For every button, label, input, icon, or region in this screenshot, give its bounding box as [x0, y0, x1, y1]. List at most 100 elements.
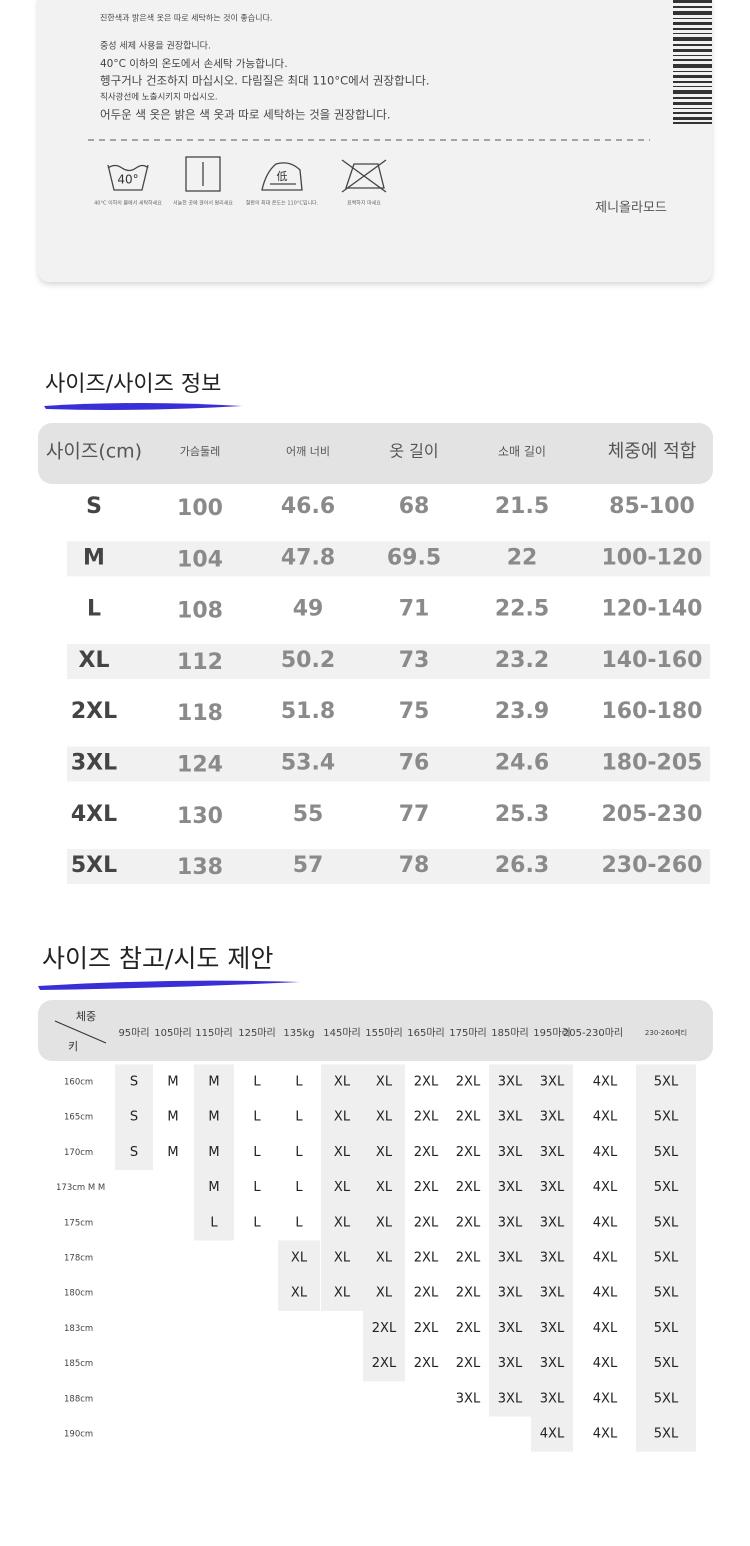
- cell-shade: [636, 1381, 696, 1417]
- cell-shade: [194, 1099, 234, 1135]
- barcode: [673, 0, 712, 124]
- size-cell: 5XL: [654, 1215, 679, 1230]
- cell-shade: [636, 1275, 696, 1311]
- size-cell: 2XL: [414, 1251, 439, 1266]
- size-cell: 4XL: [593, 1391, 618, 1406]
- size-cell: 3XL: [540, 1110, 565, 1125]
- table-cell: 120-140: [602, 597, 703, 622]
- table-cell: 160-180: [602, 699, 703, 724]
- size-cell: XL: [291, 1251, 308, 1266]
- cell-shade: [278, 1240, 320, 1276]
- cell-shade: [115, 1099, 153, 1135]
- cell-shade: [363, 1240, 405, 1276]
- size-label: 3XL: [71, 751, 117, 776]
- icon-caption: 서늘한 곳에 걸어서 말리세요: [173, 200, 233, 207]
- size-cell: 5XL: [654, 1286, 679, 1301]
- size-cell: 4XL: [540, 1427, 565, 1442]
- size-cell: 2XL: [456, 1110, 481, 1125]
- care-text: 40°C 이하의 온도에서 손세탁 가능합니다.: [100, 57, 288, 70]
- size-cell: 4XL: [593, 1180, 618, 1195]
- size-cell: 2XL: [414, 1215, 439, 1230]
- size-cell: 3XL: [498, 1110, 523, 1125]
- cell-shade: [636, 1240, 696, 1276]
- table-header: 가슴둘레: [180, 445, 220, 458]
- cell-shade: [489, 1099, 531, 1135]
- weight-header: 195마리: [533, 1027, 571, 1039]
- cell-shade: [115, 1134, 153, 1171]
- size-cell: 2XL: [414, 1180, 439, 1195]
- cell-shade: [363, 1310, 405, 1347]
- table-cell: 22: [507, 545, 538, 570]
- icon-symbol: 40°: [117, 173, 138, 187]
- size-cell: 3XL: [540, 1321, 565, 1336]
- size-cell: L: [210, 1215, 218, 1230]
- size-cell: L: [295, 1215, 303, 1230]
- size-cell: L: [295, 1110, 303, 1125]
- table-cell: 69.5: [387, 545, 441, 570]
- size-cell: 4XL: [593, 1427, 618, 1442]
- cell-shade: [636, 1416, 696, 1452]
- size-cell: 3XL: [498, 1180, 523, 1195]
- size-cell: XL: [334, 1180, 351, 1195]
- size-cell: 5XL: [654, 1145, 679, 1160]
- cell-shade: [194, 1170, 234, 1206]
- size-cell: M: [167, 1145, 178, 1160]
- size-cell: 4XL: [593, 1145, 618, 1160]
- cell-shade: [115, 1064, 153, 1100]
- cell-shade: [636, 1346, 696, 1382]
- size-cell: 3XL: [540, 1075, 565, 1090]
- size-cell: XL: [376, 1251, 393, 1266]
- table-cell: 130: [177, 804, 223, 829]
- weight-header: 95마리: [118, 1027, 149, 1039]
- cell-shade: [489, 1170, 531, 1206]
- size-cell: L: [253, 1075, 261, 1090]
- table-cell: 50.2: [281, 648, 335, 673]
- size-label: 5XL: [71, 853, 117, 878]
- weight-header: 165마리: [407, 1027, 445, 1039]
- table-header-bg: [38, 423, 713, 484]
- table-cell: 24.6: [495, 751, 549, 776]
- size-cell: M: [208, 1075, 219, 1090]
- size-cell: 2XL: [372, 1356, 397, 1371]
- weight-label: 체중: [76, 1010, 96, 1023]
- cell-shade: [531, 1310, 573, 1347]
- cell-shade: [321, 1064, 363, 1100]
- size-label: 2XL: [71, 699, 117, 724]
- height-value: 175cm: [64, 1218, 93, 1228]
- height-value: 180cm: [64, 1289, 93, 1299]
- size-cell: L: [295, 1075, 303, 1090]
- icon-caption: 표백하지 마세요: [347, 200, 381, 207]
- cell-shade: [194, 1064, 234, 1100]
- size-label: 4XL: [71, 802, 117, 827]
- weight-header: 155마리: [365, 1027, 403, 1039]
- size-cell: XL: [376, 1286, 393, 1301]
- size-cell: 3XL: [540, 1251, 565, 1266]
- height-value: 178cm: [64, 1254, 93, 1264]
- table-cell: 205-230: [602, 802, 703, 827]
- cell-shade: [489, 1064, 531, 1100]
- icon-symbol: 低: [277, 170, 288, 183]
- table-cell: 47.8: [281, 545, 335, 570]
- care-card: [38, 0, 712, 282]
- size-cell: XL: [376, 1110, 393, 1125]
- row-shade: [67, 643, 710, 679]
- size-cell: XL: [334, 1110, 351, 1125]
- table-header: 어깨 너비: [286, 445, 330, 458]
- size-cell: 3XL: [540, 1145, 565, 1160]
- size-cell: 2XL: [372, 1321, 397, 1336]
- height-value: 185cm: [64, 1359, 93, 1369]
- size-cell: 3XL: [540, 1286, 565, 1301]
- size-cell: 3XL: [540, 1180, 565, 1195]
- size-cell: L: [295, 1180, 303, 1195]
- height-value: 183cm: [64, 1324, 93, 1334]
- weight-header: 185마리: [491, 1027, 529, 1039]
- icon-caption: 철판의 최대 온도는 110°C입니다.: [246, 200, 319, 207]
- size-cell: 4XL: [593, 1251, 618, 1266]
- guide-header-bg: [38, 1000, 713, 1061]
- cell-shade: [531, 1099, 573, 1135]
- size-label: L: [87, 597, 101, 622]
- table-cell: 124: [177, 753, 223, 778]
- cell-shade: [363, 1134, 405, 1171]
- cell-shade: [321, 1099, 363, 1135]
